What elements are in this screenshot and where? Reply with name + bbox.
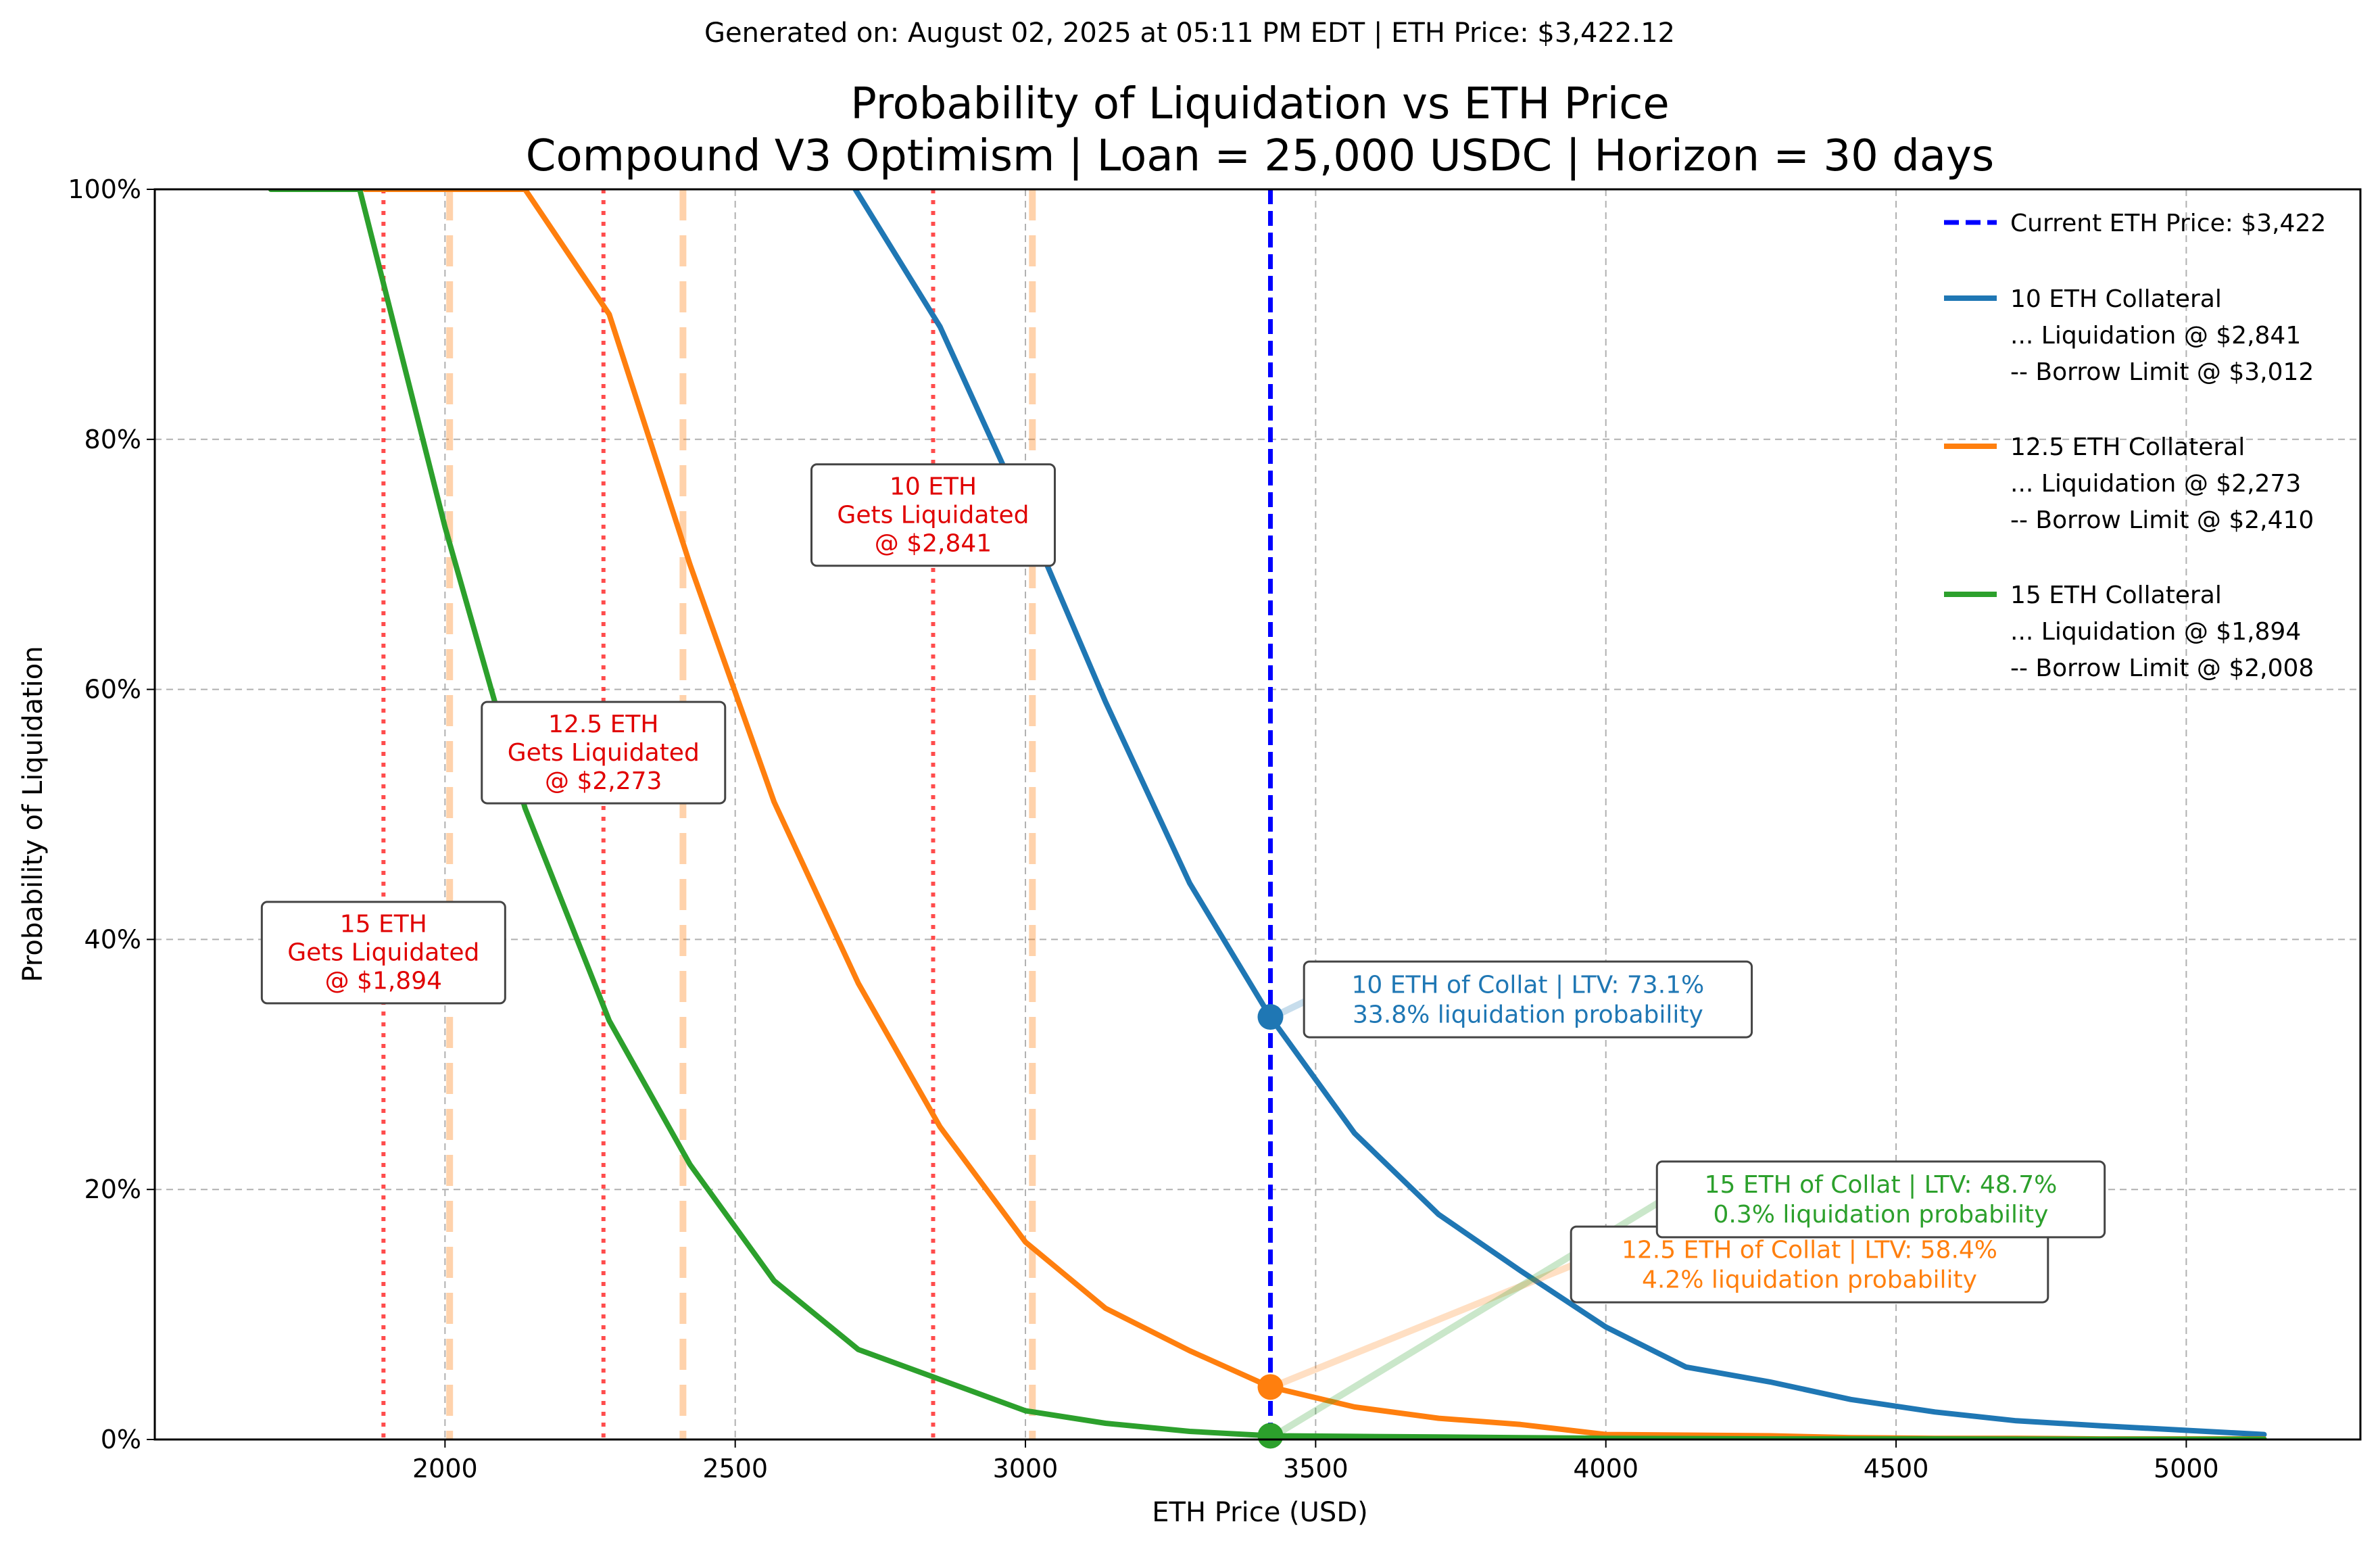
generated-header: Generated on: August 02, 2025 at 05:11 P… bbox=[704, 18, 1675, 49]
liquidation-box-text: @ $2,273 bbox=[545, 767, 662, 795]
y-tick-label: 60% bbox=[84, 675, 141, 705]
grid bbox=[155, 189, 2360, 1440]
probability-annotation-text: 0.3% liquidation probability bbox=[1713, 1201, 2048, 1229]
liquidation-box-text: 15 ETH bbox=[340, 911, 427, 938]
x-tick-label: 3500 bbox=[1283, 1454, 1349, 1483]
current-price-marker bbox=[1257, 1004, 1284, 1030]
y-tick-label: 0% bbox=[101, 1425, 141, 1454]
y-axis-ticks: 0% 20% 40% 60% 80% 100% bbox=[68, 174, 155, 1454]
x-tick-label: 3000 bbox=[993, 1454, 1059, 1483]
legend-current-price-label: Current ETH Price: $3,422 bbox=[2010, 210, 2326, 237]
legend-detail-label: ... Liquidation @ $2,273 bbox=[2010, 470, 2301, 498]
liquidation-box-text: 12.5 ETH bbox=[548, 711, 658, 738]
probability-annotation-frame bbox=[1655, 1160, 2106, 1239]
plot-frame bbox=[153, 188, 2362, 1441]
liquidation-box-text: Gets Liquidated bbox=[287, 939, 479, 967]
legend-detail-label: -- Borrow Limit @ $3,012 bbox=[2010, 358, 2314, 386]
y-tick-label: 80% bbox=[84, 425, 141, 454]
probability-annotation-text: 12.5 ETH of Collat | LTV: 58.4% bbox=[1622, 1236, 1997, 1264]
legend-series-label: 15 ETH Collateral bbox=[2010, 581, 2222, 609]
probability-annotation-frame bbox=[1303, 960, 1753, 1039]
probability-annotation-text: 4.2% liquidation probability bbox=[1642, 1266, 1977, 1293]
probability-annotation-text: 33.8% liquidation probability bbox=[1353, 1001, 1703, 1028]
x-axis-ticks: 2000 2500 3000 3500 4000 4500 5000 bbox=[412, 1439, 2219, 1483]
y-tick-label: 100% bbox=[68, 174, 141, 204]
y-axis-label: Probability of Liquidation bbox=[18, 646, 49, 982]
chart-title: Probability of Liquidation vs ETH Price bbox=[850, 79, 1670, 129]
x-tick-label: 2000 bbox=[412, 1454, 478, 1483]
probability-annotation: 15 ETH of Collat | LTV: 48.7%0.3% liquid… bbox=[1655, 1160, 2106, 1239]
legend-detail-label: -- Borrow Limit @ $2,008 bbox=[2010, 654, 2314, 682]
x-axis-label: ETH Price (USD) bbox=[1152, 1497, 1367, 1528]
annotation-arrow bbox=[1275, 1257, 1588, 1388]
legend: Current ETH Price: $3,422 10 ETH Collater… bbox=[1944, 210, 2326, 682]
probability-annotation: 12.5 ETH of Collat | LTV: 58.4%4.2% liqu… bbox=[1570, 1225, 2049, 1304]
liquidation-box-frame bbox=[260, 901, 506, 1005]
reference-lines bbox=[381, 189, 1273, 1439]
series-line bbox=[852, 189, 2267, 1437]
legend-detail-label: -- Borrow Limit @ $2,410 bbox=[2010, 506, 2314, 534]
liquidation-box-text: 10 ETH bbox=[890, 473, 977, 501]
x-tick-label: 2500 bbox=[702, 1454, 768, 1483]
legend-series-label: 10 ETH Collateral bbox=[2010, 285, 2222, 313]
y-tick-label: 40% bbox=[84, 924, 141, 954]
x-tick-label: 4500 bbox=[1864, 1454, 1929, 1483]
legend-detail-label: ... Liquidation @ $1,894 bbox=[2010, 618, 2301, 646]
chart-subtitle: Compound V3 Optimism | Loan = 25,000 USD… bbox=[526, 131, 1994, 181]
liquidation-box-text: @ $1,894 bbox=[325, 968, 442, 995]
liquidation-box-text: Gets Liquidated bbox=[508, 739, 700, 767]
y-tick-label: 20% bbox=[84, 1174, 141, 1204]
liquidation-box-frame bbox=[810, 463, 1056, 567]
x-tick-label: 5000 bbox=[2154, 1454, 2219, 1483]
legend-series-label: 12.5 ETH Collateral bbox=[2010, 433, 2245, 461]
probability-annotation-text: 15 ETH of Collat | LTV: 48.7% bbox=[1705, 1171, 2058, 1199]
probability-annotation-text: 10 ETH of Collat | LTV: 73.1% bbox=[1352, 971, 1705, 999]
current-price-markers bbox=[1257, 1004, 1284, 1449]
liquidation-box-text: Gets Liquidated bbox=[837, 502, 1029, 529]
x-tick-label: 4000 bbox=[1573, 1454, 1638, 1483]
probability-annotation: 10 ETH of Collat | LTV: 73.1%33.8% liqui… bbox=[1303, 960, 1753, 1039]
legend-detail-label: ... Liquidation @ $2,841 bbox=[2010, 322, 2301, 350]
liquidation-box-frame bbox=[481, 700, 727, 805]
current-price-marker bbox=[1257, 1374, 1284, 1400]
liquidation-box-text: @ $2,841 bbox=[875, 530, 992, 558]
current-price-marker bbox=[1257, 1423, 1284, 1449]
